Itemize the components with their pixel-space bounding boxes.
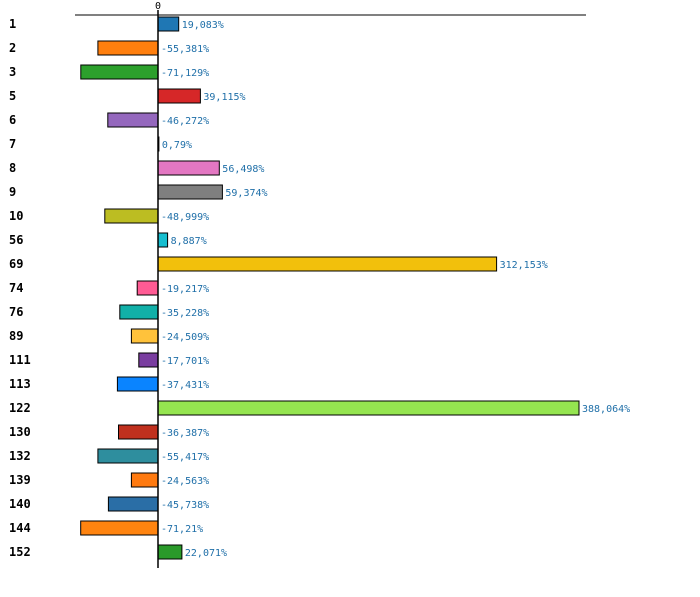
value-label-2: -55,381%	[161, 44, 209, 55]
bar-2	[97, 40, 159, 56]
category-label-6: 6	[9, 113, 16, 127]
bar-9	[157, 184, 223, 200]
category-labels-group: 1235678910566974768911111312213013213914…	[9, 17, 31, 559]
category-label-130: 130	[9, 425, 31, 439]
category-label-140: 140	[9, 497, 31, 511]
category-label-1: 1	[9, 17, 16, 31]
value-label-144: -71,21%	[161, 524, 203, 535]
bar-140	[107, 496, 159, 512]
category-label-122: 122	[9, 401, 31, 415]
bar-152	[157, 544, 183, 560]
category-label-111: 111	[9, 353, 31, 367]
bar-76	[119, 304, 159, 320]
bar-56	[157, 232, 169, 248]
value-label-6: -46,272%	[161, 116, 209, 127]
value-label-8: 56,498%	[222, 164, 264, 175]
value-label-89: -24,509%	[161, 332, 209, 343]
bar-1	[157, 16, 180, 32]
category-label-8: 8	[9, 161, 16, 175]
bars-group	[80, 16, 580, 560]
bar-139	[130, 472, 159, 488]
value-label-56: 8,887%	[171, 236, 207, 247]
category-label-152: 152	[9, 545, 31, 559]
category-label-89: 89	[9, 329, 23, 343]
value-label-1: 19,083%	[182, 20, 224, 31]
bar-111	[138, 352, 159, 368]
category-label-132: 132	[9, 449, 31, 463]
value-label-3: -71,129%	[161, 68, 209, 79]
category-label-139: 139	[9, 473, 31, 487]
value-label-76: -35,228%	[161, 308, 209, 319]
value-label-152: 22,071%	[185, 548, 227, 559]
value-label-5: 39,115%	[203, 92, 245, 103]
bar-132	[97, 448, 159, 464]
bar-5	[157, 88, 201, 104]
value-label-74: -19,217%	[161, 284, 209, 295]
value-label-111: -17,701%	[161, 356, 209, 367]
bar-89	[130, 328, 159, 344]
category-label-76: 76	[9, 305, 23, 319]
value-label-132: -55,417%	[161, 452, 209, 463]
value-label-139: -24,563%	[161, 476, 209, 487]
x-tick-label-zero: 0	[155, 1, 161, 12]
bar-69	[157, 256, 498, 272]
category-label-74: 74	[9, 281, 23, 295]
bar-130	[118, 424, 159, 440]
value-labels-group: 19,083% -55,381% -71,129% 39,115% -46,272% 0,…	[161, 20, 630, 559]
value-label-122: 388,064%	[582, 404, 630, 415]
bar-8	[157, 160, 220, 176]
bar-122	[157, 400, 580, 416]
value-label-7: 0,79%	[162, 140, 192, 151]
bar-6	[107, 112, 159, 128]
value-label-113: -37,431%	[161, 380, 209, 391]
category-label-7: 7	[9, 137, 16, 151]
bar-3	[80, 64, 159, 80]
value-label-130: -36,387%	[161, 428, 209, 439]
category-label-69: 69	[9, 257, 23, 271]
value-label-140: -45,738%	[161, 500, 209, 511]
category-label-9: 9	[9, 185, 16, 199]
category-label-10: 10	[9, 209, 23, 223]
category-label-5: 5	[9, 89, 16, 103]
value-label-9: 59,374%	[225, 188, 267, 199]
category-label-56: 56	[9, 233, 23, 247]
bar-10	[104, 208, 159, 224]
category-label-113: 113	[9, 377, 31, 391]
value-label-10: -48,999%	[161, 212, 209, 223]
category-label-2: 2	[9, 41, 16, 55]
category-label-3: 3	[9, 65, 16, 79]
category-label-144: 144	[9, 521, 31, 535]
bar-74	[136, 280, 159, 296]
bar-113	[116, 376, 159, 392]
bar-144	[80, 520, 159, 536]
value-label-69: 312,153%	[500, 260, 548, 271]
